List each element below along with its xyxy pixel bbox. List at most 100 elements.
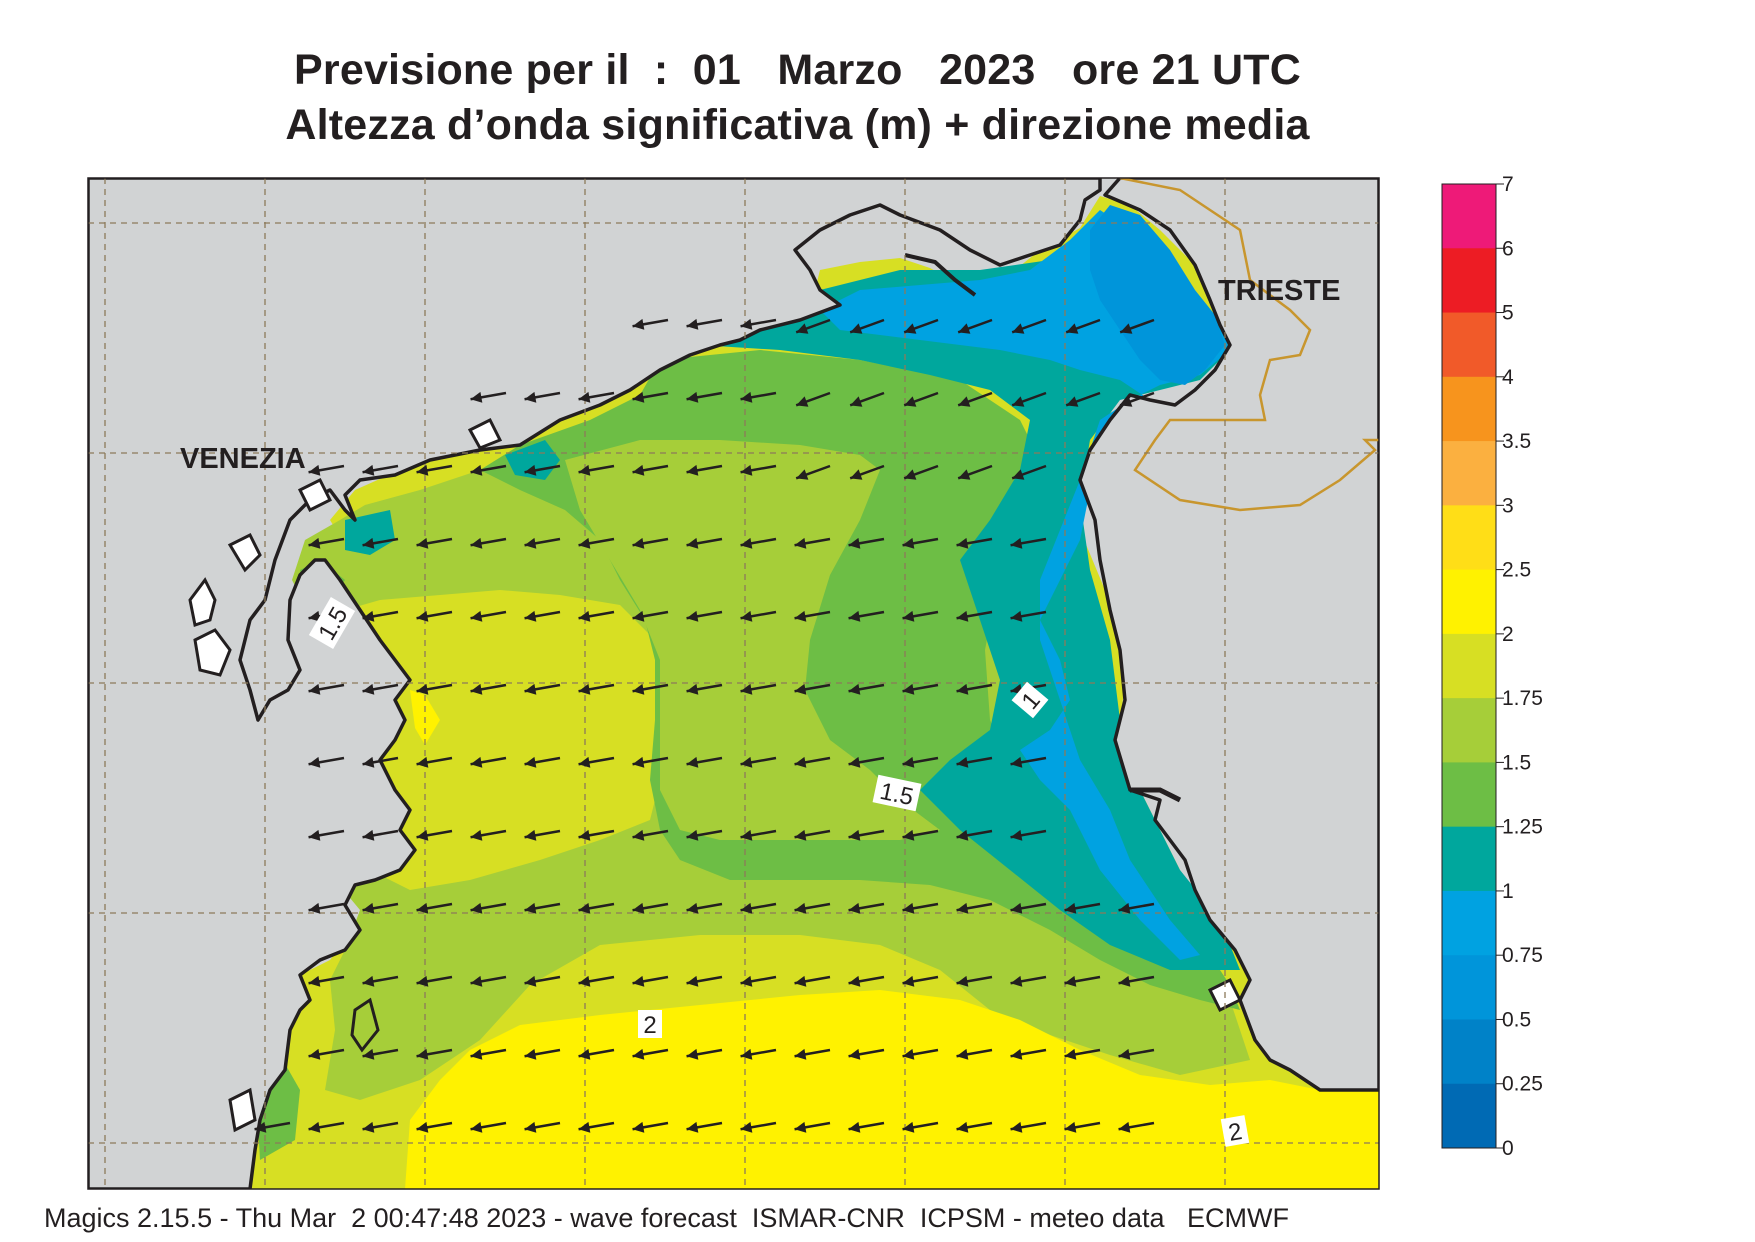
wave-arrow-head (686, 1121, 699, 1133)
colorbar: 7 6 5 4 3.5 3 2.5 2 1.75 1.5 1.25 1 0.75 0.5 0.25 0 (1441, 173, 1543, 1160)
colorbar-tick-label: 4 (1502, 366, 1514, 389)
wave-arrow-head (470, 1048, 483, 1060)
wave-arrow-head (740, 902, 753, 914)
wave-arrow-head (794, 975, 807, 987)
colorbar-tick-label: 1 (1502, 880, 1514, 903)
wave-arrow-head (416, 610, 429, 622)
colorbar-swatch (1442, 762, 1496, 828)
wave-arrow-head (254, 1121, 267, 1133)
wave-arrow-head (524, 756, 537, 768)
wave-arrow-head (902, 610, 915, 622)
sea-band-2-2.5 (405, 990, 1379, 1189)
wave-arrow-head (470, 610, 483, 622)
map-content: 1.5 1 1.5 2 2 VENEZIA TRIESTE (88, 178, 1379, 1189)
wave-arrow-head (794, 683, 807, 695)
wave-arrow-head (362, 756, 375, 768)
map-frame (87, 177, 1380, 1190)
wave-arrow-head (686, 1048, 699, 1060)
contour-label-text: 2 (1226, 1118, 1244, 1147)
colorbar-swatch (1442, 248, 1496, 314)
wave-arrow-head (686, 318, 699, 330)
wave-arrow-head (904, 469, 917, 480)
colorbar-tick-label: 0 (1502, 1137, 1514, 1160)
wave-arrow-head (904, 323, 917, 334)
wave-arrow-head (958, 396, 971, 407)
wave-arrow-head (686, 610, 699, 622)
wave-arrow-head (1066, 396, 1079, 407)
colorbar-tick-label: 5 (1502, 302, 1514, 325)
wave-arrow-head (848, 902, 861, 914)
wave-arrow-head (956, 1048, 969, 1060)
wave-arrow-head (308, 610, 321, 622)
colorbar-swatch (1442, 312, 1496, 378)
colorbar-tick-label: 2.5 (1502, 559, 1531, 582)
national-border (1119, 178, 1379, 512)
wave-arrow-head (686, 683, 699, 695)
wave-arrow-head (470, 537, 483, 549)
wave-arrow-head (686, 391, 699, 403)
wave-arrow-head (956, 1121, 969, 1133)
wave-arrow-head (416, 683, 429, 695)
map-subtitle: Altezza d’onda significativa (m) + direz… (285, 101, 1310, 149)
wave-arrow-head (632, 1121, 645, 1133)
wave-arrow-head (308, 902, 321, 914)
wave-arrow-head (794, 756, 807, 768)
colorbar-tick-label: 3 (1502, 494, 1514, 517)
wave-arrow-head (632, 537, 645, 549)
wave-arrow-head (470, 464, 483, 476)
wave-arrow-head (1012, 396, 1025, 407)
wave-arrow-head (632, 902, 645, 914)
wave-arrow-head (794, 1121, 807, 1133)
wave-arrow-head (416, 1121, 429, 1133)
wave-arrow-head (308, 464, 321, 476)
wave-arrow-head (308, 683, 321, 695)
wave-arrow-head (578, 1048, 591, 1060)
wave-arrow-head (904, 396, 917, 407)
wave-arrow-head (794, 537, 807, 549)
colorbar-frame (1441, 183, 1497, 1149)
lagoon-island (297, 477, 333, 513)
wave-arrow-head (470, 1121, 483, 1133)
wave-arrow-head (740, 1048, 753, 1060)
colorbar-tick-label: 6 (1502, 237, 1514, 260)
wave-arrow-head (848, 683, 861, 695)
wave-arrow-head (632, 610, 645, 622)
wave-arrow-head (848, 975, 861, 987)
wave-arrow-head (848, 756, 861, 768)
wave-arrow-head (524, 391, 537, 403)
wave-arrow-head (1010, 1121, 1023, 1133)
contour-label-text: 2 (643, 1012, 656, 1039)
wave-arrow-head (578, 464, 591, 476)
istria-land (1078, 178, 1379, 1092)
colorbar-tick-label: 7 (1502, 173, 1514, 196)
wave-arrow-head (848, 1048, 861, 1060)
wave-arrow-head (686, 829, 699, 841)
wave-arrow-head (308, 756, 321, 768)
wave-arrow-head (308, 1048, 321, 1060)
wave-arrow-head (848, 829, 861, 841)
wave-arrow-head (1064, 1048, 1077, 1060)
wave-arrow-head (308, 1121, 321, 1133)
wave-arrow-head (524, 1048, 537, 1060)
wave-arrow-head (956, 975, 969, 987)
wave-arrow-head (848, 1121, 861, 1133)
colorbar-swatch (1442, 698, 1496, 763)
colorbar-swatch (1442, 955, 1496, 1020)
wave-arrow-head (796, 469, 809, 480)
wave-arrow-head (794, 610, 807, 622)
wave-arrow-head (578, 829, 591, 841)
colorbar-tick-label: 0.25 (1502, 1073, 1543, 1096)
wave-arrow-head (686, 756, 699, 768)
wave-arrow-head (902, 756, 915, 768)
grado-coast (904, 253, 977, 297)
wave-arrow-head (796, 396, 809, 407)
wave-arrow-head (470, 829, 483, 841)
wave-arrow-head (1064, 1121, 1077, 1133)
wave-arrow-head (362, 1048, 375, 1060)
wave-arrow-head (416, 1048, 429, 1060)
wave-arrow-head (632, 391, 645, 403)
sea-patch-teal-venezia (345, 510, 395, 555)
wave-arrow-head (524, 902, 537, 914)
wave-arrow-head (1120, 396, 1133, 407)
wave-arrow-head (470, 975, 483, 987)
